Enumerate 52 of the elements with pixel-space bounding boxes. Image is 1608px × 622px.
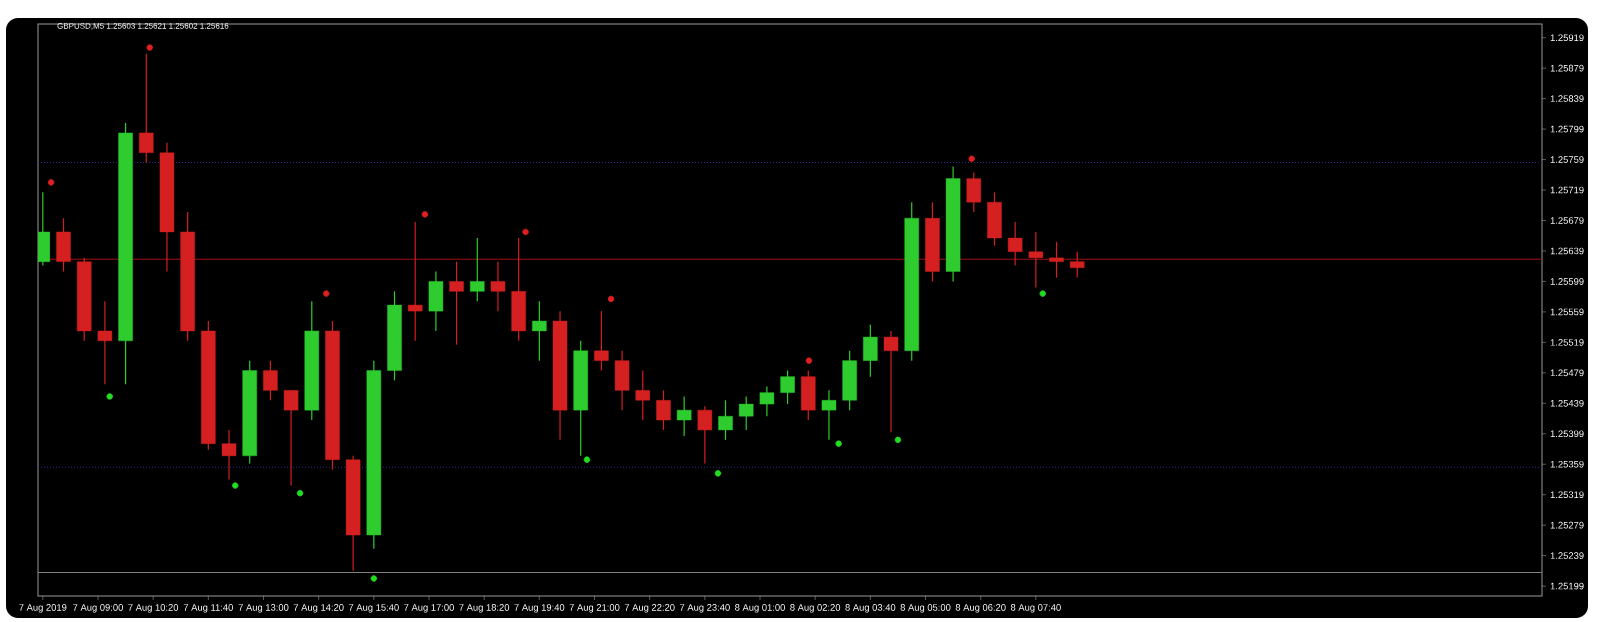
- candlestick: [759, 385, 775, 417]
- point: [714, 470, 722, 477]
- candlestick: [821, 389, 837, 441]
- point: [421, 211, 429, 218]
- candlestick: [780, 369, 795, 405]
- point: [106, 393, 113, 400]
- candlestick: [614, 350, 630, 411]
- point: [968, 155, 975, 162]
- candlestick: [676, 395, 692, 437]
- point: [607, 295, 615, 303]
- candlestick: [883, 330, 899, 433]
- candlestick: [470, 237, 485, 302]
- candlestick: [490, 261, 506, 312]
- candlestick: [56, 217, 71, 273]
- candlestick: [697, 405, 713, 465]
- point: [894, 436, 902, 444]
- point: [47, 179, 55, 186]
- candlestick: [842, 350, 857, 411]
- candlestick: [594, 310, 609, 372]
- candlestick: [532, 300, 547, 362]
- candlestick: [801, 369, 816, 421]
- candlestick: [966, 171, 982, 213]
- candlestick: [1069, 251, 1085, 279]
- candlestick: [656, 389, 671, 431]
- candlestick: [738, 395, 754, 431]
- point: [146, 44, 153, 51]
- candlestick: [1028, 231, 1044, 289]
- candlestick: [407, 221, 423, 342]
- candlestick: [428, 270, 444, 332]
- candlestick: [863, 324, 878, 378]
- candlestick: [97, 300, 113, 385]
- candlestick: [987, 191, 1002, 247]
- point: [370, 575, 378, 582]
- point: [1039, 290, 1046, 297]
- candlestick: [1007, 221, 1023, 267]
- point: [583, 456, 591, 463]
- candlestick: [263, 360, 278, 401]
- candlestick: [635, 369, 651, 421]
- point: [296, 489, 304, 497]
- candlestick: [139, 53, 154, 164]
- point: [522, 228, 529, 236]
- candlestick: [449, 261, 464, 346]
- candlestick: [1049, 241, 1064, 279]
- candlestick: [221, 429, 237, 481]
- point: [232, 482, 239, 489]
- candlestick: [718, 399, 733, 441]
- candlestick: [38, 191, 51, 267]
- point: [323, 290, 330, 297]
- candlestick: [283, 389, 299, 487]
- point: [805, 357, 813, 364]
- candlestick: [511, 237, 526, 342]
- point: [835, 440, 842, 447]
